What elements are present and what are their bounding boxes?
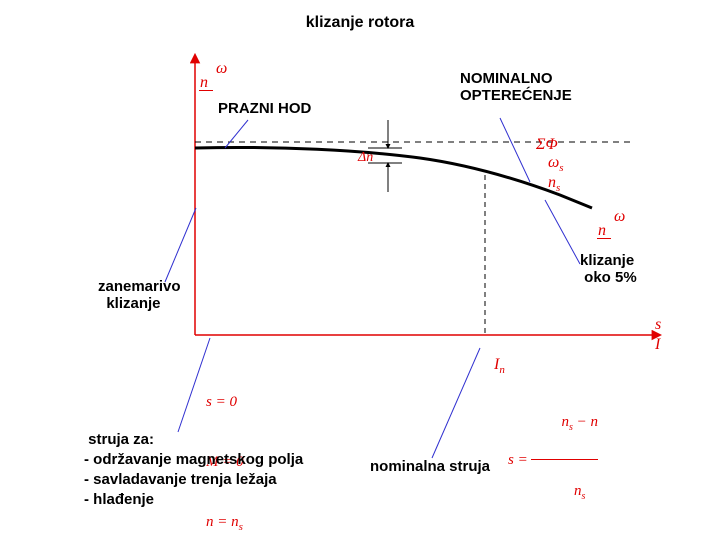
label-struja-za: struja za: - održavanje magnetskog polja…: [84, 430, 303, 510]
callout-nominalna: [432, 348, 480, 458]
callout-zanemarivo: [165, 208, 196, 282]
label-nominalno: NOMINALNO OPTEREĆENJE: [460, 70, 572, 104]
delta-n-label: Δn: [358, 150, 373, 166]
label-prazni-hod: PRAZNI HOD: [218, 100, 311, 117]
label-nominalna: nominalna struja: [370, 458, 490, 475]
label-zanemarivo: zanemarivo klizanje: [98, 278, 181, 312]
s-axis-label: s: [655, 316, 661, 334]
right-formulas: s = ns − n ns Mn n = ns · ns: [508, 352, 598, 540]
diagram-title: klizanje rotora: [0, 14, 720, 32]
asymptote-labels: ΣΦ ωs ns: [520, 118, 564, 212]
callout-prazni: [225, 120, 248, 148]
label-klizanje5: klizanje oko 5%: [580, 252, 637, 286]
I-axis-label: I: [655, 336, 660, 354]
In-label: In: [478, 338, 505, 394]
